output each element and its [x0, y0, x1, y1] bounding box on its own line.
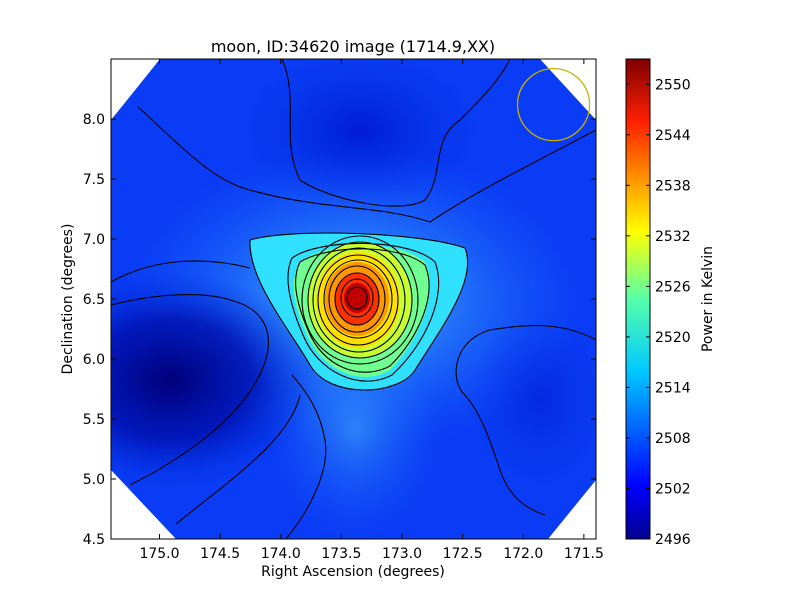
colorbar-tick-label: 2538	[655, 178, 691, 194]
x-tick-label: 174.5	[200, 546, 240, 562]
y-tick-label: 5.0	[83, 472, 105, 488]
colorbar-ticks: 2496 2502 2508 2514 2520 2526 2532 2538 2544 2550	[626, 77, 691, 548]
x-tick-label: 174.0	[261, 546, 301, 562]
y-tick-label: 4.5	[83, 532, 105, 548]
x-tick-label: 173.0	[382, 546, 422, 562]
y-tick-label: 7.5	[83, 172, 105, 188]
x-tick-label: 172.0	[503, 546, 543, 562]
colorbar-tick-label: 2544	[655, 128, 691, 144]
colorbar-label: Power in Kelvin	[700, 246, 716, 352]
chart-title: moon, ID:34620 image (1714.9,XX)	[211, 37, 495, 56]
y-tick-label: 8.0	[83, 112, 105, 128]
colorbar-tick-label: 2550	[655, 77, 691, 93]
colorbar-tick-label: 2496	[655, 532, 691, 548]
colorbar-tick-label: 2502	[655, 481, 691, 497]
colorbar-tick-label: 2532	[655, 229, 691, 245]
x-tick-label: 175.0	[139, 546, 179, 562]
y-tick-label: 6.0	[83, 352, 105, 368]
colorbar-tick-label: 2526	[655, 279, 691, 295]
y-tick-label: 6.5	[83, 292, 105, 308]
x-axis-ticks: 175.0 174.5 174.0 173.5 173.0 172.5 172.0 171.5	[139, 59, 604, 562]
colorbar-tick-label: 2520	[655, 330, 691, 346]
x-axis-label: Right Ascension (degrees)	[261, 564, 445, 580]
contour-lines	[111, 59, 596, 539]
y-tick-label: 7.0	[83, 232, 105, 248]
y-axis-ticks: 4.5 5.0 5.5 6.0 6.5 7.0 7.5 8.0	[83, 112, 596, 548]
heatmap-image	[111, 59, 596, 539]
beam-circle	[516, 67, 591, 142]
y-tick-label: 5.5	[83, 412, 105, 428]
x-tick-label: 173.5	[321, 546, 361, 562]
colorbar	[625, 58, 651, 540]
colorbar-tick-label: 2508	[655, 431, 691, 447]
x-tick-label: 172.5	[443, 546, 483, 562]
x-tick-label: 171.5	[564, 546, 604, 562]
colorbar-tick-label: 2514	[655, 380, 691, 396]
y-axis-label: Declination (degrees)	[60, 224, 76, 375]
